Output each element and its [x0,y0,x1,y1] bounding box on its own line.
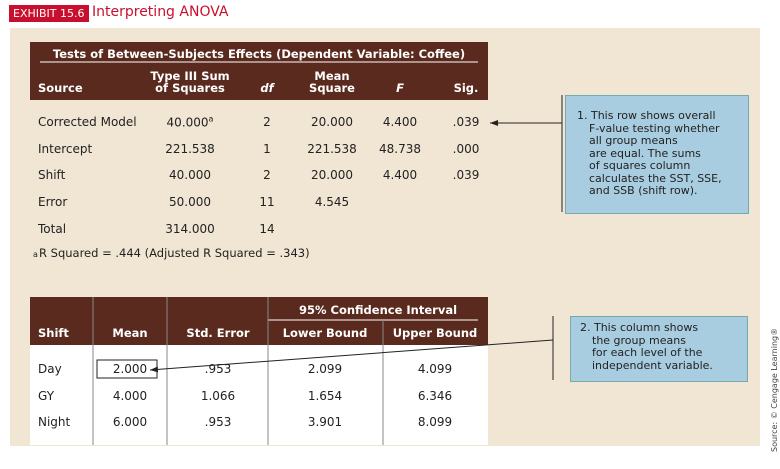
cell: 1.654 [307,389,343,403]
cell: 221.538 [165,142,215,156]
annotation-box [570,316,748,382]
source: Source: © Cengage Learning® [770,327,779,452]
cell: 48.738 [379,142,421,156]
row-label: Intercept [38,142,93,156]
header-line: Source [38,81,83,95]
row-label: Night [38,415,71,429]
cell: 2 [263,168,271,182]
cell: 50.000 [169,195,211,209]
row-label: Shift [38,168,66,182]
footnote-mark: a [33,250,38,259]
arrow [149,339,554,373]
cell: .953 [204,362,232,376]
cell: 20.000 [311,168,353,182]
cell: 40.000 [169,168,211,182]
table2-header-bg [30,297,488,345]
cell: 40.000a [166,114,214,130]
footnote: R Squared = .444 (Adjusted R Squared = .… [39,246,310,260]
annotation-line: and SSB (shift row). [589,184,698,197]
annotation-line: calculates the SST, SSE, [589,171,722,185]
cell: 1 [263,142,271,156]
cell: .039 [452,115,480,129]
column-header: df [260,82,273,94]
cell: 2 [263,115,271,129]
header-line: Square [309,81,355,95]
column-header: Upper Bound [392,326,478,340]
cell: 14 [259,222,275,236]
row-label: Corrected Model [38,115,137,129]
cell: 4.000 [112,389,148,403]
column-header: Mean [112,326,148,340]
row-label: Total [38,222,67,236]
annotation-line: 2. This column shows [580,321,699,334]
table1-header-bg [30,42,488,100]
annotation-line: all group means [589,134,678,147]
annotation-box [565,95,749,214]
cell: 8.099 [417,415,453,429]
column-header: Lower Bound [282,326,368,340]
column-header: Sig. [454,82,479,94]
annotation-line: are equal. The sums [589,146,701,160]
cell: 6.346 [417,389,453,403]
column-header: Mean Square [309,70,355,94]
header-line: Sig. [453,81,479,95]
cell: 6.000 [112,415,148,429]
annotation-line: of squares column [589,159,691,172]
cell: .953 [204,415,232,429]
cell: 1.066 [200,389,236,403]
table-title: Tests of Between-Subjects Effects (Depen… [52,47,466,61]
annotation-line: independent variable. [592,358,713,372]
cell: .039 [452,168,480,182]
cell: 2.099 [307,362,343,376]
cell: 221.538 [307,142,357,156]
cell: 314.000 [165,222,215,236]
row-label: Error [38,195,68,209]
cell: 4.400 [382,115,418,129]
exhibit-label: EXHIBIT 15.6 [9,5,89,22]
column-header: Type III Sum of Squares [150,70,229,94]
superscript: a [208,114,214,124]
header-line: of Squares [155,81,225,95]
annotation-line: for each level of the [592,346,703,359]
header-line: F [396,81,404,95]
cell: 2.000 [112,362,148,376]
cell: .000 [452,142,480,156]
annotation-line: the group means [592,333,686,347]
cell: 3.901 [307,415,343,429]
row-label: Day [38,362,62,376]
column-header: Std. Error [186,326,250,340]
cell: 4.400 [382,168,418,182]
column-header: Source [38,82,83,94]
group-header: 95% Confidence Interval [298,303,458,317]
column-header: F [396,82,404,94]
column-header: Shift [38,326,69,340]
cell: 4.545 [314,195,350,209]
header-line: df [260,81,274,95]
cell: 4.099 [417,362,453,376]
highlight [96,359,158,379]
cell: 11 [259,195,275,209]
annotation-line: 1. This row shows overall [577,109,716,122]
cell: 20.000 [311,115,353,129]
exhibit-title: Interpreting ANOVA [92,4,229,20]
header-line: Mean [314,69,350,83]
row-label: GY [38,389,55,403]
annotation-line: F-value testing whether [589,121,720,135]
header-line: Type III Sum [150,69,230,83]
column-dividers [92,297,384,445]
